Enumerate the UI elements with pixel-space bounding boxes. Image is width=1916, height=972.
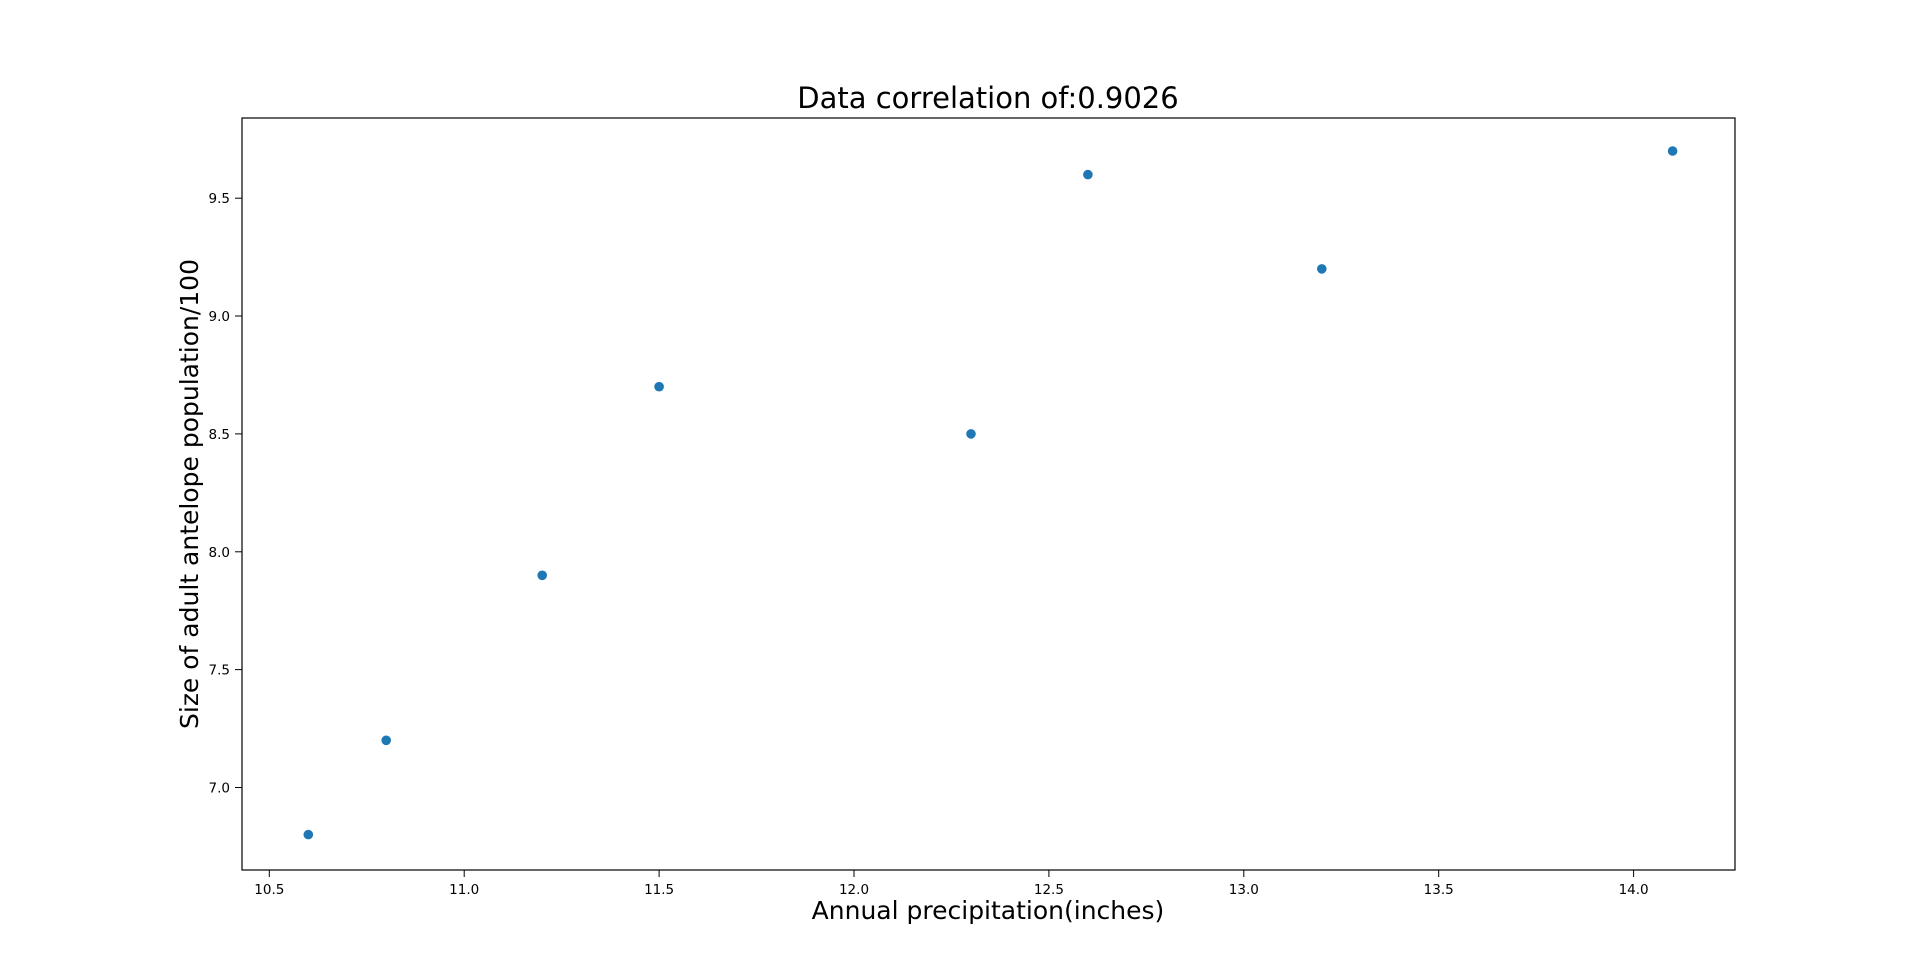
x-tick-label-1: 11.0 (449, 882, 479, 898)
y-tick-label-0: 7.0 (209, 781, 230, 797)
y-axis: 7.0 7.5 8.0 8.5 9.0 9.5 (209, 191, 242, 797)
x-tick-label-2: 11.5 (644, 882, 674, 898)
scatter-point-2 (537, 570, 547, 581)
y-axis-label: Size of adult antelope population/100 (175, 259, 204, 729)
x-tick-label-3: 12.0 (839, 882, 869, 898)
scatter-point-5 (1083, 169, 1093, 180)
scatter-point-3 (654, 381, 664, 392)
chart-title: Data correlation of:0.9026 (797, 81, 1178, 115)
scatter-point-1 (381, 735, 392, 746)
scatter-point-4 (966, 429, 976, 439)
plot-frame (241, 117, 1736, 871)
y-tick-label-4: 9.0 (209, 309, 230, 325)
x-tick-label-0: 10.5 (254, 882, 284, 898)
scatter-point-7 (1667, 146, 1678, 156)
y-tick-label-2: 8.0 (209, 545, 230, 561)
x-tick-label-4: 12.5 (1034, 882, 1064, 898)
x-tick-label-6: 13.5 (1424, 882, 1454, 898)
x-tick-label-5: 13.0 (1229, 882, 1259, 898)
plot-area (303, 146, 1678, 840)
x-tick-label-7: 14.0 (1619, 882, 1649, 898)
x-axis-label: Annual precipitation(inches) (812, 896, 1165, 925)
scatter-point-6 (1317, 264, 1327, 274)
y-tick-label-1: 7.5 (209, 663, 230, 679)
y-tick-label-3: 8.5 (209, 427, 230, 443)
y-tick-label-5: 9.5 (209, 191, 230, 207)
x-axis: 10.5 11.0 11.5 12.0 12.5 13.0 13.5 14.0 (254, 870, 1649, 898)
scatter-point-0 (303, 829, 314, 840)
